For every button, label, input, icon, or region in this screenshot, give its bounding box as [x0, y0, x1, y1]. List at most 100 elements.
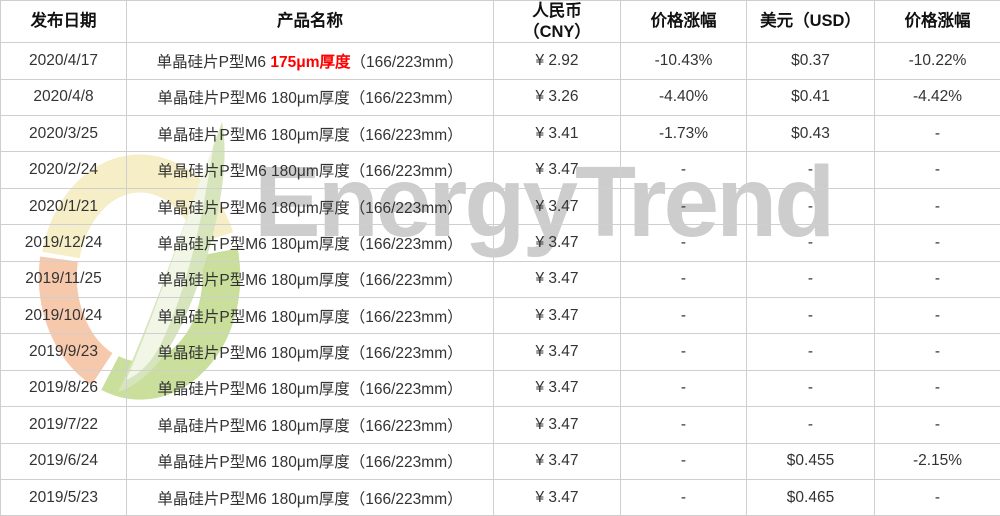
product-cell: 单晶硅片P型M6 175μm厚度（166/223mm） — [126, 42, 494, 80]
cny-price-cell: ¥ 3.47 — [493, 296, 621, 335]
cny-change-cell: - — [620, 151, 747, 189]
cny-price-cell: ¥ 3.26 — [493, 78, 621, 117]
table-row: 2019/12/24 单晶硅片P型M6 180μm厚度（166/223mm） ¥ 3… — [0, 224, 1000, 262]
product-cell: 单晶硅片P型M6 180μm厚度（166/223mm） — [126, 151, 494, 189]
usd-change-cell: - — [874, 406, 1000, 444]
table-row: 2020/1/21 单晶硅片P型M6 180μm厚度（166/223mm） ¥ 3.… — [0, 187, 1000, 226]
product-cell: 单晶硅片P型M6 180μm厚度（166/223mm） — [126, 187, 494, 226]
date-cell: 2020/1/21 — [0, 187, 127, 226]
table-row: 2019/5/23 单晶硅片P型M6 180μm厚度（166/223mm） ¥ 3.… — [0, 478, 1000, 516]
cny-price-cell: ¥ 3.47 — [493, 369, 621, 408]
date-cell: 2019/5/23 — [0, 478, 127, 516]
cny-price-cell: ¥ 3.47 — [493, 151, 621, 189]
table-row: 2020/2/24 单晶硅片P型M6 180μm厚度（166/223mm） ¥ 3.… — [0, 151, 1000, 189]
usd-price-cell: - — [746, 151, 875, 189]
date-cell: 2020/4/17 — [0, 42, 127, 80]
product-cell: 单晶硅片P型M6 180μm厚度（166/223mm） — [126, 478, 494, 516]
usd-price-cell: - — [746, 187, 875, 226]
usd-change-cell: - — [874, 224, 1000, 262]
product-cell: 单晶硅片P型M6 180μm厚度（166/223mm） — [126, 296, 494, 335]
col-header-cny: 人民币 （CNY） — [493, 0, 621, 44]
cny-price-cell: ¥ 3.47 — [493, 224, 621, 262]
usd-change-cell: - — [874, 369, 1000, 408]
cny-change-cell: - — [620, 406, 747, 444]
table-row: 2019/8/26 单晶硅片P型M6 180μm厚度（166/223mm） ¥ 3.… — [0, 369, 1000, 408]
usd-price-cell: $0.43 — [746, 115, 875, 153]
cny-price-cell: ¥ 3.47 — [493, 478, 621, 516]
usd-change-cell: - — [874, 260, 1000, 298]
product-cell: 单晶硅片P型M6 180μm厚度（166/223mm） — [126, 260, 494, 298]
cny-price-cell: ¥ 3.47 — [493, 406, 621, 444]
usd-change-cell: - — [874, 115, 1000, 153]
cny-change-cell: -10.43% — [620, 42, 747, 80]
cny-change-cell: - — [620, 260, 747, 298]
date-cell: 2019/7/22 — [0, 406, 127, 444]
usd-price-cell: - — [746, 369, 875, 408]
usd-price-cell: - — [746, 333, 875, 371]
date-cell: 2020/2/24 — [0, 151, 127, 189]
cny-change-cell: -4.40% — [620, 78, 747, 117]
product-cell: 单晶硅片P型M6 180μm厚度（166/223mm） — [126, 224, 494, 262]
cny-price-cell: ¥ 3.47 — [493, 442, 621, 480]
table-row: 2019/9/23 单晶硅片P型M6 180μm厚度（166/223mm） ¥ 3.… — [0, 333, 1000, 371]
cny-change-cell: - — [620, 478, 747, 516]
date-cell: 2020/4/8 — [0, 78, 127, 117]
date-cell: 2019/11/25 — [0, 260, 127, 298]
table-row: 2020/4/8 单晶硅片P型M6 180μm厚度（166/223mm） ¥ 3.2… — [0, 78, 1000, 117]
usd-price-cell: $0.41 — [746, 78, 875, 117]
date-cell: 2019/8/26 — [0, 369, 127, 408]
usd-price-cell: $0.37 — [746, 42, 875, 80]
date-cell: 2019/6/24 — [0, 442, 127, 480]
usd-change-cell: - — [874, 333, 1000, 371]
table-row: 2019/10/24 单晶硅片P型M6 180μm厚度（166/223mm） ¥ 3… — [0, 296, 1000, 335]
cny-change-cell: - — [620, 369, 747, 408]
col-header-product: 产品名称 — [126, 0, 494, 44]
date-cell: 2020/3/25 — [0, 115, 127, 153]
cny-price-cell: ¥ 2.92 — [493, 42, 621, 80]
header-row: 发布日期 产品名称 人民币 （CNY） 价格涨幅 美元（USD） 价格涨幅 — [0, 0, 1000, 44]
table-body: 2020/4/17 单晶硅片P型M6 175μm厚度（166/223mm） ¥ 2.… — [0, 42, 1000, 516]
usd-price-cell: - — [746, 406, 875, 444]
table-row: 2020/3/25 单晶硅片P型M6 180μm厚度（166/223mm） ¥ 3.… — [0, 115, 1000, 153]
table-row: 2019/11/25 单晶硅片P型M6 180μm厚度（166/223mm） ¥ 3… — [0, 260, 1000, 298]
cny-change-cell: - — [620, 333, 747, 371]
cny-price-cell: ¥ 3.41 — [493, 115, 621, 153]
usd-price-cell: - — [746, 260, 875, 298]
date-cell: 2019/9/23 — [0, 333, 127, 371]
usd-change-cell: - — [874, 187, 1000, 226]
product-cell: 单晶硅片P型M6 180μm厚度（166/223mm） — [126, 78, 494, 117]
date-cell: 2019/10/24 — [0, 296, 127, 335]
usd-change-cell: - — [874, 151, 1000, 189]
cny-price-cell: ¥ 3.47 — [493, 187, 621, 226]
product-highlight: 175μm厚度 — [270, 53, 351, 71]
usd-price-cell: $0.465 — [746, 478, 875, 516]
table-row: 2020/4/17 单晶硅片P型M6 175μm厚度（166/223mm） ¥ 2.… — [0, 42, 1000, 80]
cny-change-cell: - — [620, 187, 747, 226]
col-header-cny-change: 价格涨幅 — [620, 0, 747, 44]
usd-change-cell: - — [874, 478, 1000, 516]
date-cell: 2019/12/24 — [0, 224, 127, 262]
cny-change-cell: -1.73% — [620, 115, 747, 153]
usd-change-cell: -2.15% — [874, 442, 1000, 480]
usd-change-cell: -10.22% — [874, 42, 1000, 80]
cny-price-cell: ¥ 3.47 — [493, 333, 621, 371]
cny-change-cell: - — [620, 442, 747, 480]
table-row: 2019/7/22 单晶硅片P型M6 180μm厚度（166/223mm） ¥ 3.… — [0, 406, 1000, 444]
col-header-date: 发布日期 — [0, 0, 127, 44]
usd-price-cell: $0.455 — [746, 442, 875, 480]
product-cell: 单晶硅片P型M6 180μm厚度（166/223mm） — [126, 406, 494, 444]
cny-change-cell: - — [620, 224, 747, 262]
product-cell: 单晶硅片P型M6 180μm厚度（166/223mm） — [126, 333, 494, 371]
usd-price-cell: - — [746, 224, 875, 262]
cny-change-cell: - — [620, 296, 747, 335]
product-cell: 单晶硅片P型M6 180μm厚度（166/223mm） — [126, 115, 494, 153]
usd-change-cell: -4.42% — [874, 78, 1000, 117]
usd-price-cell: - — [746, 296, 875, 335]
usd-change-cell: - — [874, 296, 1000, 335]
table-header: 发布日期 产品名称 人民币 （CNY） 价格涨幅 美元（USD） 价格涨幅 — [0, 0, 1000, 44]
product-cell: 单晶硅片P型M6 180μm厚度（166/223mm） — [126, 442, 494, 480]
cny-price-cell: ¥ 3.47 — [493, 260, 621, 298]
product-cell: 单晶硅片P型M6 180μm厚度（166/223mm） — [126, 369, 494, 408]
